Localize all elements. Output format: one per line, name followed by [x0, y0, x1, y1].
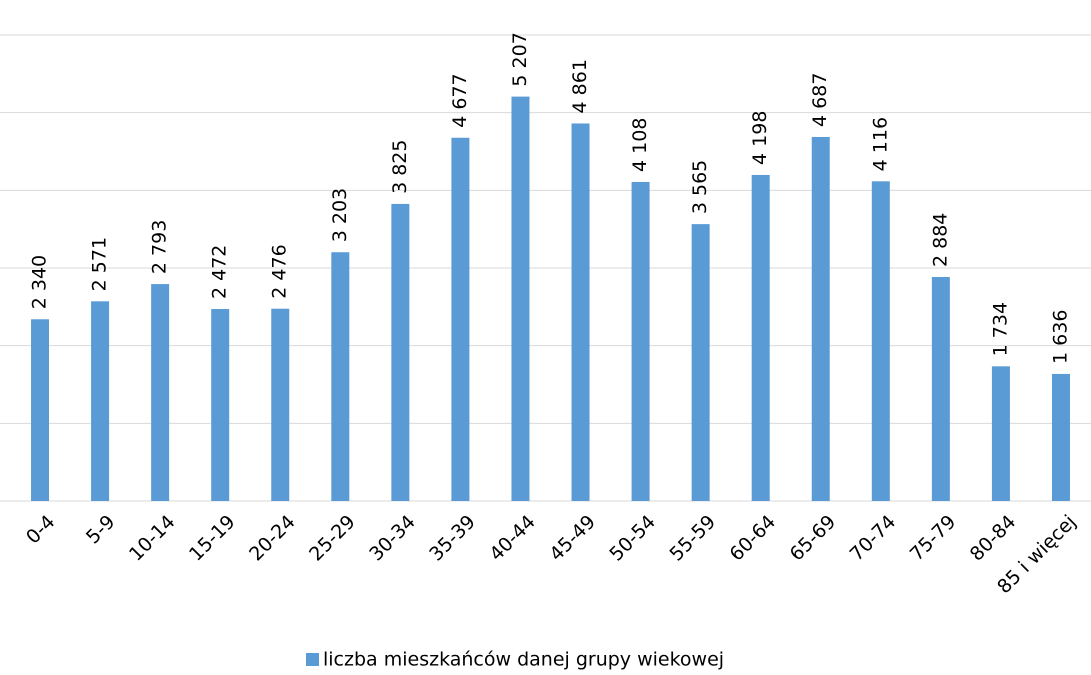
bar: [451, 137, 470, 502]
value-label: 2 571: [89, 237, 111, 291]
x-tick-label: 15-19: [185, 511, 240, 566]
x-tick-label: 45-49: [545, 511, 600, 566]
x-tick-label: 35-39: [425, 511, 480, 566]
bar: [991, 366, 1010, 501]
bar: [871, 181, 890, 501]
x-tick-label: 65-69: [786, 511, 841, 566]
legend-label: liczba mieszkańców danej grupy wiekowej: [323, 649, 724, 671]
x-tick-label: 0-4: [22, 511, 60, 549]
bar: [391, 203, 410, 502]
bar: [91, 301, 110, 501]
x-tick-label: 75-79: [906, 511, 961, 566]
value-label: 3 565: [689, 160, 711, 214]
value-label: 4 198: [749, 111, 771, 165]
legend-swatch: [306, 653, 319, 666]
x-tick-label: 30-34: [365, 511, 420, 566]
bar: [811, 136, 830, 502]
value-label: 4 108: [629, 118, 651, 172]
bar: [931, 277, 950, 501]
value-label: 2 884: [929, 213, 951, 267]
bar: [331, 252, 350, 501]
value-label: 3 203: [329, 188, 351, 242]
value-label: 4 677: [449, 73, 471, 127]
bar: [751, 174, 770, 502]
bar: [211, 309, 230, 501]
value-label: 4 687: [809, 73, 831, 127]
bar: [271, 308, 290, 501]
bar: [571, 123, 590, 501]
x-tick-label: 60-64: [726, 511, 781, 566]
value-label: 2 340: [29, 255, 51, 309]
bar: [1051, 373, 1070, 501]
x-tick-label: 25-29: [305, 511, 360, 566]
x-tick-label: 80-84: [966, 511, 1021, 566]
bar: [511, 96, 530, 502]
value-label: 3 825: [389, 140, 411, 194]
value-label: 4 861: [569, 59, 591, 113]
value-label: 2 476: [269, 244, 291, 298]
value-label: 1 734: [989, 302, 1011, 356]
value-label: 2 793: [149, 220, 171, 274]
x-tick-label: 5-9: [82, 511, 120, 549]
value-label: 1 636: [1049, 310, 1071, 364]
x-tick-label: 55-59: [665, 511, 720, 566]
bar: [691, 224, 710, 501]
value-label: 4 116: [869, 117, 891, 171]
value-label: 5 207: [509, 32, 531, 86]
bar: [631, 181, 650, 502]
x-tick-label: 70-74: [846, 511, 901, 566]
x-tick-label: 20-24: [245, 511, 300, 566]
x-tick-label: 40-44: [485, 511, 540, 566]
value-label: 2 472: [209, 245, 231, 299]
x-tick-label: 50-54: [605, 511, 660, 566]
bar: [31, 319, 50, 501]
bar: [151, 284, 170, 501]
x-tick-label: 10-14: [125, 511, 180, 566]
